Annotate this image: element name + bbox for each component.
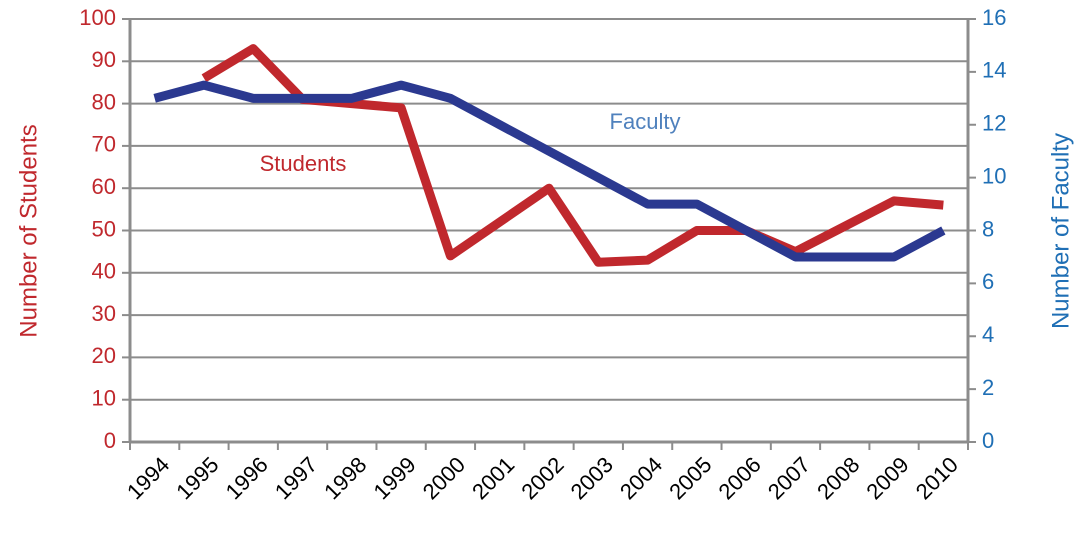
y2-tick-label: 14 <box>982 58 1006 83</box>
y2-tick-label: 0 <box>982 428 994 453</box>
x-tick-label: 2007 <box>763 452 815 504</box>
y2-tick-label: 16 <box>982 5 1006 30</box>
x-tick-label: 2002 <box>516 452 568 504</box>
y-tick-label: 100 <box>79 5 116 30</box>
y-tick-label: 40 <box>92 259 116 284</box>
x-tick-label: 2005 <box>664 452 716 504</box>
y-tick-label: 10 <box>92 386 116 411</box>
y2-tick-label: 10 <box>982 163 1006 188</box>
series-annotation: Students <box>260 151 347 176</box>
y2-axis-title: Number of Faculty <box>1047 133 1074 329</box>
x-tick-label: 1995 <box>171 452 223 504</box>
y-tick-label: 80 <box>92 89 116 114</box>
x-tick-label: 1999 <box>368 452 420 504</box>
x-tick-label: 2010 <box>911 452 963 504</box>
y-tick-label: 90 <box>92 47 116 72</box>
y-tick-label: 50 <box>92 216 116 241</box>
y2-tick-label: 4 <box>982 322 994 347</box>
y-tick-label: 30 <box>92 301 116 326</box>
y2-tick-label: 6 <box>982 269 994 294</box>
x-tick-label: 2000 <box>418 452 470 504</box>
x-tick-label: 2003 <box>566 452 618 504</box>
y-tick-label: 20 <box>92 343 116 368</box>
x-tick-label: 1994 <box>122 452 174 504</box>
y2-tick-label: 12 <box>982 111 1006 136</box>
x-tick-label: 2004 <box>615 452 667 504</box>
x-tick-label: 2008 <box>812 452 864 504</box>
x-tick-label: 2006 <box>714 452 766 504</box>
y2-tick-label: 8 <box>982 216 994 241</box>
x-tick-label: 1997 <box>270 452 322 504</box>
x-tick-label: 1996 <box>221 452 273 504</box>
y-axis-title: Number of Students <box>15 124 42 337</box>
y2-tick-label: 2 <box>982 375 994 400</box>
x-tick-label: 2001 <box>467 452 519 504</box>
y-tick-label: 60 <box>92 174 116 199</box>
y-tick-label: 70 <box>92 132 116 157</box>
x-tick-label: 2009 <box>861 452 913 504</box>
y-tick-label: 0 <box>104 428 116 453</box>
series-annotation: Faculty <box>610 109 681 134</box>
series-line <box>153 80 946 262</box>
x-tick-label: 1998 <box>319 452 371 504</box>
